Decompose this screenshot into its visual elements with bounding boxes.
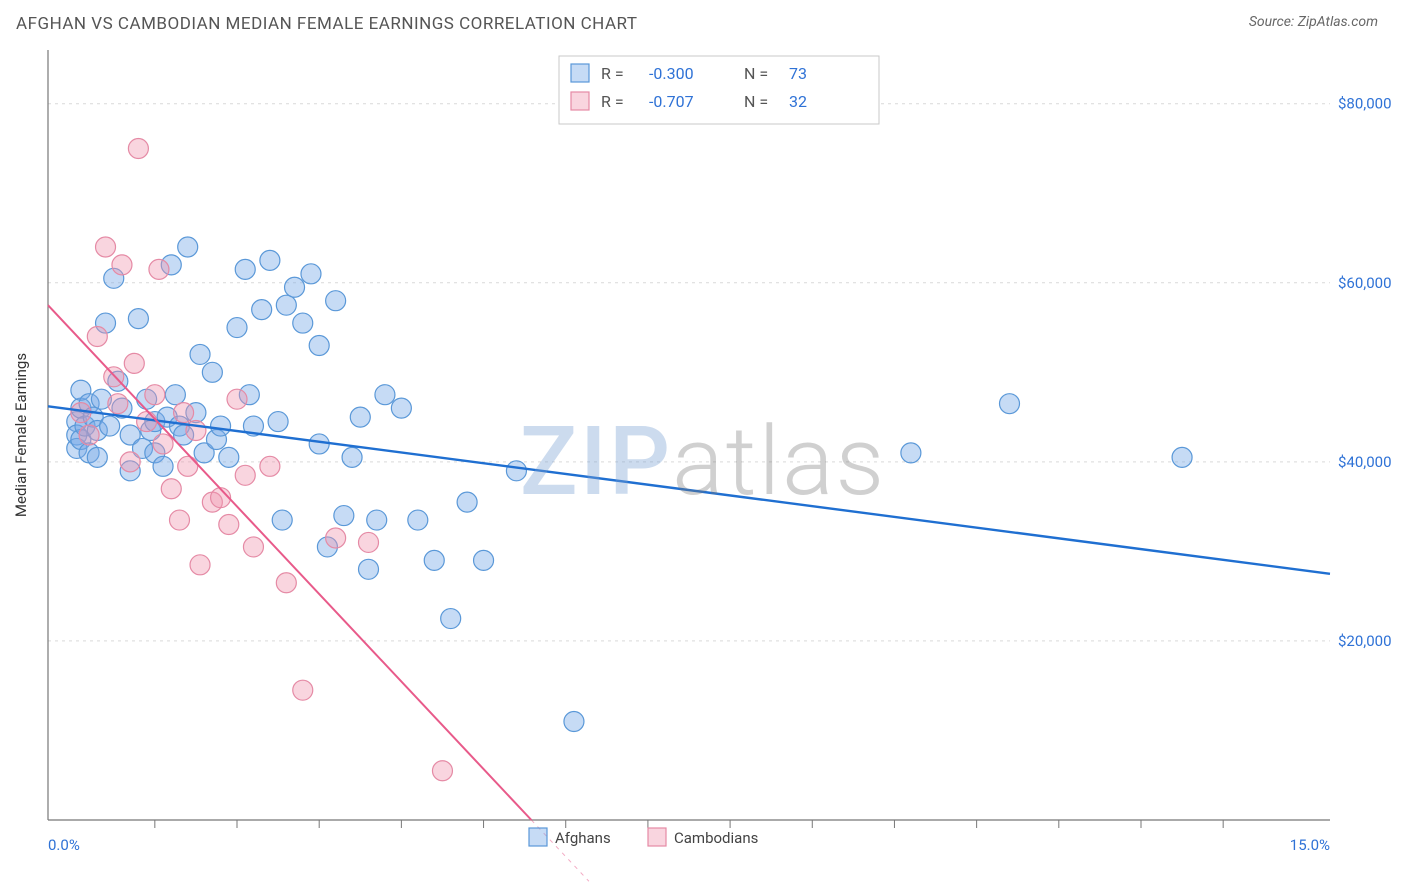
data-point-cambodians xyxy=(112,255,132,275)
stats-r-value: -0.707 xyxy=(649,92,694,111)
data-point-cambodians xyxy=(161,479,181,499)
data-point-afghans xyxy=(276,295,296,315)
data-point-afghans xyxy=(334,506,354,526)
y-tick-label: $80,000 xyxy=(1338,95,1392,113)
data-point-afghans xyxy=(128,309,148,329)
data-point-cambodians xyxy=(260,456,280,476)
data-point-afghans xyxy=(309,434,329,454)
stats-n-label: N = xyxy=(744,64,768,83)
data-point-afghans xyxy=(1000,394,1020,414)
y-tick-label: $20,000 xyxy=(1338,632,1392,650)
data-point-afghans xyxy=(424,550,444,570)
data-point-afghans xyxy=(227,318,247,338)
data-point-cambodians xyxy=(153,434,173,454)
data-point-afghans xyxy=(153,456,173,476)
data-point-afghans xyxy=(901,443,921,463)
data-point-cambodians xyxy=(124,353,144,373)
data-point-afghans xyxy=(342,447,362,467)
data-point-afghans xyxy=(350,407,370,427)
data-point-afghans xyxy=(252,300,272,320)
scatter-chart-svg: $20,000 $40,000 $60,000 $80,000 0.0% 15.0% Med… xyxy=(0,40,1406,884)
stats-r-label: R = xyxy=(601,64,624,83)
data-point-cambodians xyxy=(276,573,296,593)
data-point-afghans xyxy=(457,492,477,512)
data-point-cambodians xyxy=(145,385,165,405)
data-point-cambodians xyxy=(87,327,107,347)
data-point-afghans xyxy=(375,385,395,405)
data-point-afghans xyxy=(506,461,526,481)
data-point-afghans xyxy=(235,259,255,279)
data-point-afghans xyxy=(359,559,379,579)
y-tick-label: $60,000 xyxy=(1338,274,1392,292)
stats-n-value: 73 xyxy=(789,64,807,83)
data-point-afghans xyxy=(272,510,292,530)
source-attribution: Source: ZipAtlas.com xyxy=(1249,14,1378,30)
legend-label: Cambodians xyxy=(674,829,758,847)
data-point-cambodians xyxy=(96,237,116,257)
chart-title: AFGHAN VS CAMBODIAN MEDIAN FEMALE EARNIN… xyxy=(16,14,638,34)
data-point-cambodians xyxy=(79,425,99,445)
stats-n-value: 32 xyxy=(789,92,807,111)
x-max-label: 15.0% xyxy=(1290,836,1330,854)
data-point-afghans xyxy=(202,362,222,382)
data-point-cambodians xyxy=(128,138,148,158)
y-tick-label: $40,000 xyxy=(1338,453,1392,471)
data-point-cambodians xyxy=(227,389,247,409)
data-point-cambodians xyxy=(120,452,140,472)
data-point-afghans xyxy=(1172,447,1192,467)
data-point-afghans xyxy=(293,313,313,333)
data-point-afghans xyxy=(391,398,411,418)
data-point-cambodians xyxy=(178,456,198,476)
data-point-afghans xyxy=(285,277,305,297)
data-point-afghans xyxy=(165,385,185,405)
stats-swatch xyxy=(571,92,589,110)
data-point-afghans xyxy=(408,510,428,530)
data-point-afghans xyxy=(190,344,210,364)
data-point-afghans xyxy=(219,447,239,467)
data-point-afghans xyxy=(309,335,329,355)
chart-header: AFGHAN VS CAMBODIAN MEDIAN FEMALE EARNIN… xyxy=(0,0,1406,40)
data-point-cambodians xyxy=(190,555,210,575)
data-point-cambodians xyxy=(149,259,169,279)
stats-n-label: N = xyxy=(744,92,768,111)
chart-container: AFGHAN VS CAMBODIAN MEDIAN FEMALE EARNIN… xyxy=(0,0,1406,892)
trend-line-cambodians xyxy=(48,305,531,820)
data-point-cambodians xyxy=(243,537,263,557)
data-point-afghans xyxy=(326,291,346,311)
legend-swatch xyxy=(529,828,547,846)
stats-r-value: -0.300 xyxy=(649,64,694,83)
data-point-cambodians xyxy=(235,465,255,485)
y-axis-title: Median Female Earnings xyxy=(12,353,30,517)
data-point-cambodians xyxy=(359,532,379,552)
data-point-afghans xyxy=(87,447,107,467)
data-point-cambodians xyxy=(108,394,128,414)
data-point-afghans xyxy=(301,264,321,284)
data-point-afghans xyxy=(260,250,280,270)
data-point-afghans xyxy=(211,416,231,436)
chart-area: $20,000 $40,000 $60,000 $80,000 0.0% 15.0% Med… xyxy=(0,40,1406,884)
data-point-afghans xyxy=(268,412,288,432)
data-point-afghans xyxy=(474,550,494,570)
data-point-cambodians xyxy=(219,515,239,535)
data-point-afghans xyxy=(441,609,461,629)
x-min-label: 0.0% xyxy=(48,836,80,854)
data-point-afghans xyxy=(100,416,120,436)
data-point-cambodians xyxy=(432,761,452,781)
stats-swatch xyxy=(571,64,589,82)
data-point-cambodians xyxy=(169,510,189,530)
stats-r-label: R = xyxy=(601,92,624,111)
data-point-cambodians xyxy=(186,421,206,441)
data-point-cambodians xyxy=(137,412,157,432)
data-point-cambodians xyxy=(174,403,194,423)
data-point-cambodians xyxy=(326,528,346,548)
data-point-cambodians xyxy=(293,680,313,700)
legend-label: Afghans xyxy=(555,829,611,847)
trend-line-afghans xyxy=(48,406,1330,573)
data-point-afghans xyxy=(178,237,198,257)
data-point-afghans xyxy=(564,712,584,732)
data-point-afghans xyxy=(367,510,387,530)
legend-swatch xyxy=(648,828,666,846)
